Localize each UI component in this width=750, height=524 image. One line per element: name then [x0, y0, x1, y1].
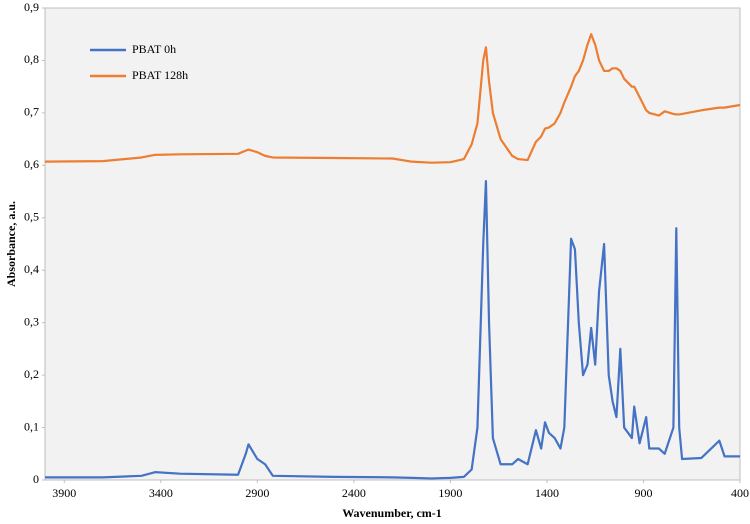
- x-tick-label: 1400: [535, 486, 559, 500]
- x-tick-label: 1900: [438, 486, 462, 500]
- y-tick-label: 0,5: [24, 210, 39, 224]
- y-tick-label: 0,3: [24, 314, 39, 328]
- y-tick-label: 0,4: [24, 262, 39, 276]
- y-tick-label: 0,9: [24, 0, 39, 14]
- x-tick-label: 3900: [52, 486, 76, 500]
- plot-area: [44, 7, 741, 481]
- y-tick-label: 0,2: [24, 367, 39, 381]
- y-tick-label: 0,7: [24, 105, 39, 119]
- series-line: [44, 33, 741, 164]
- y-tick-label: 0,1: [24, 419, 39, 433]
- series-line: [45, 179, 740, 480]
- x-tick-label: 2900: [245, 486, 269, 500]
- x-tick-label: 3400: [149, 486, 173, 500]
- x-axis-title: Wavenumber, cm-1: [342, 506, 442, 520]
- y-tick-label: 0: [33, 472, 39, 486]
- y-tick-label: 0,8: [24, 52, 39, 66]
- y-tick-label: 0,6: [24, 157, 39, 171]
- legend-label: PBAT 0h: [132, 42, 176, 56]
- y-axis-title: Absorbance, a.u.: [4, 201, 18, 287]
- x-tick-label: 400: [731, 486, 749, 500]
- legend-label: PBAT 128h: [132, 68, 188, 82]
- x-tick-label: 900: [634, 486, 652, 500]
- x-tick-label: 2400: [342, 486, 366, 500]
